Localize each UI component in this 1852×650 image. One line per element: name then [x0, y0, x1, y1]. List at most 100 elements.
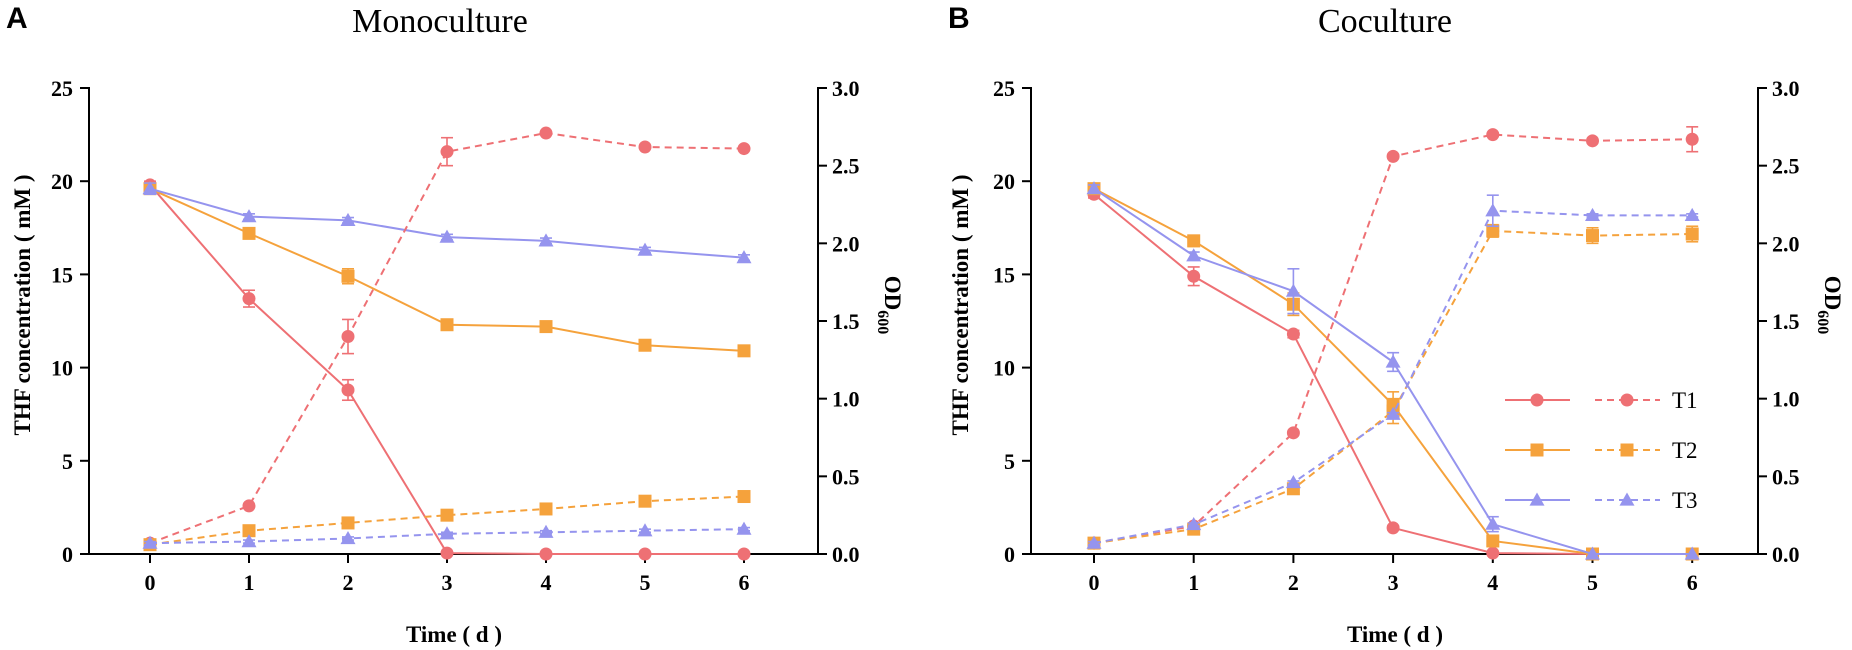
- data-point-t1: [440, 546, 454, 560]
- data-point-t3: [1285, 475, 1301, 489]
- data-point-t1: [737, 142, 751, 156]
- panel-letter-a: A: [6, 2, 28, 35]
- data-point-t3: [1186, 516, 1202, 531]
- data-point-t2: [539, 502, 553, 516]
- series-t3-solid-b: [1086, 181, 1700, 560]
- data-point-t1: [1386, 521, 1400, 535]
- x-axis-label-b: Time ( d ): [1347, 622, 1443, 647]
- legend-label-t1: T1: [1672, 388, 1698, 413]
- svg-text:OD600: OD600: [1814, 276, 1845, 335]
- y-tick-label-a: 10: [51, 356, 73, 381]
- x-tick-label-b: 3: [1388, 570, 1399, 595]
- y-tick-label-a: 25: [51, 76, 73, 101]
- y2-label-sub-b: 600: [1814, 310, 1831, 334]
- data-point-t3: [1385, 406, 1401, 420]
- data-point-t1: [638, 547, 652, 561]
- series-t1-solid-a: [143, 178, 751, 561]
- legend-solid-marker: [1530, 443, 1544, 457]
- series-t2-solid-a: [143, 182, 751, 358]
- series-line: [1093, 133, 1693, 545]
- y2-tick-label-b: 0.0: [1772, 542, 1800, 567]
- panel-b: B Coculture THF concentration ( mM ) Tim…: [948, 2, 1845, 647]
- series-t1-solid-b: [1087, 187, 1699, 561]
- panel-a: A Monoculture THF concentration ( mM ) T…: [6, 2, 905, 647]
- plot-area-b: 0 5 10 15 20 25 0.0 0.5 1.0 1.5 2.0 2.5 3.0 0 1 2 3 4 5 6: [993, 76, 1800, 595]
- legend-solid-marker: [1529, 492, 1545, 506]
- legend-item-t2: T2: [1505, 438, 1698, 463]
- data-point-t1: [1187, 269, 1201, 283]
- y2-tick-label-b: 2.0: [1772, 231, 1800, 256]
- data-point-t2: [737, 344, 751, 358]
- y2-tick-label-b: 1.5: [1772, 309, 1800, 334]
- data-point-t3: [340, 530, 356, 545]
- y-axis-label-b: THF concentration ( mM ): [948, 174, 973, 435]
- data-point-t2: [341, 516, 355, 530]
- series-line: [149, 187, 745, 259]
- data-point-t1: [539, 126, 553, 140]
- data-point-t3: [637, 523, 653, 537]
- data-point-t3: [241, 209, 257, 223]
- data-point-t3: [1485, 203, 1501, 217]
- data-point-t2: [638, 494, 652, 508]
- x-tick-label-b: 4: [1487, 570, 1498, 595]
- y2-tick-label-a: 2.5: [832, 154, 860, 179]
- y2-axis-label-b: OD600: [1814, 276, 1845, 335]
- data-point-t2: [539, 320, 553, 334]
- data-point-t2: [440, 508, 454, 522]
- data-point-t2: [1486, 534, 1500, 548]
- series-line: [1093, 229, 1693, 545]
- y2-tick-label-a: 3.0: [832, 76, 860, 101]
- x-tick-label-a: 2: [343, 570, 354, 595]
- y2-tick-label-a: 0.0: [832, 542, 860, 567]
- y2-label-sub-a: 600: [874, 310, 891, 334]
- data-point-t2: [341, 269, 355, 283]
- y2-tick-label-a: 1.5: [832, 309, 860, 334]
- legend-item-t3: T3: [1505, 488, 1698, 513]
- series-t3-dashed-a: [142, 521, 752, 549]
- data-point-t3: [1585, 546, 1600, 560]
- legend-dashed-marker: [1620, 443, 1634, 457]
- y2-tick-label-b: 2.5: [1772, 154, 1800, 179]
- plot-area-a: 0 5 10 15 20 25 0.0 0.5 1.0 1.5 2.0 2.5 3.0 0 1 2 3 4 5 6: [51, 76, 860, 595]
- data-point-t1: [1286, 327, 1300, 341]
- data-point-t3: [538, 524, 554, 538]
- data-point-t3: [736, 521, 752, 535]
- x-tick-label-a: 4: [541, 570, 552, 595]
- data-point-t3: [1585, 207, 1600, 221]
- data-point-t1: [1486, 546, 1500, 560]
- x-axis-label-a: Time ( d ): [406, 622, 502, 647]
- legend: T1 T2 T3: [1505, 388, 1698, 513]
- legend-label-t2: T2: [1672, 438, 1698, 463]
- chart-title-b: Coculture: [1318, 3, 1452, 40]
- y2-tick-label-b: 1.0: [1772, 387, 1800, 412]
- x-tick-label-b: 6: [1687, 570, 1698, 595]
- data-point-t3: [142, 181, 158, 195]
- x-tick-label-b: 1: [1188, 570, 1199, 595]
- y-tick-label-a: 5: [62, 449, 73, 474]
- y-axis-label-a: THF concentration ( mM ): [10, 174, 35, 435]
- data-point-t3: [241, 534, 257, 548]
- panel-letter-b: B: [948, 2, 970, 35]
- legend-label-t3: T3: [1672, 488, 1698, 513]
- y2-label-main-a: OD: [880, 276, 905, 311]
- svg-text:OD600: OD600: [874, 276, 905, 335]
- x-tick-label-b: 5: [1587, 570, 1598, 595]
- data-point-t2: [242, 524, 256, 538]
- y-tick-label-b: 10: [993, 356, 1015, 381]
- data-point-t3: [340, 212, 356, 226]
- data-point-t1: [1586, 134, 1599, 148]
- data-point-t2: [638, 338, 652, 352]
- data-point-t3: [1385, 354, 1401, 368]
- x-tick-label-a: 0: [145, 570, 156, 595]
- data-point-t3: [142, 535, 158, 549]
- data-point-t1: [341, 330, 355, 344]
- legend-dashed-marker: [1619, 492, 1635, 506]
- data-point-t1: [242, 499, 256, 513]
- data-point-t3: [1485, 516, 1501, 530]
- data-point-t2: [737, 490, 751, 504]
- x-tick-label-a: 5: [640, 570, 651, 595]
- x-tick-label-a: 6: [739, 570, 750, 595]
- chart-title-a: Monoculture: [352, 3, 528, 40]
- y2-tick-label-a: 2.0: [832, 231, 860, 256]
